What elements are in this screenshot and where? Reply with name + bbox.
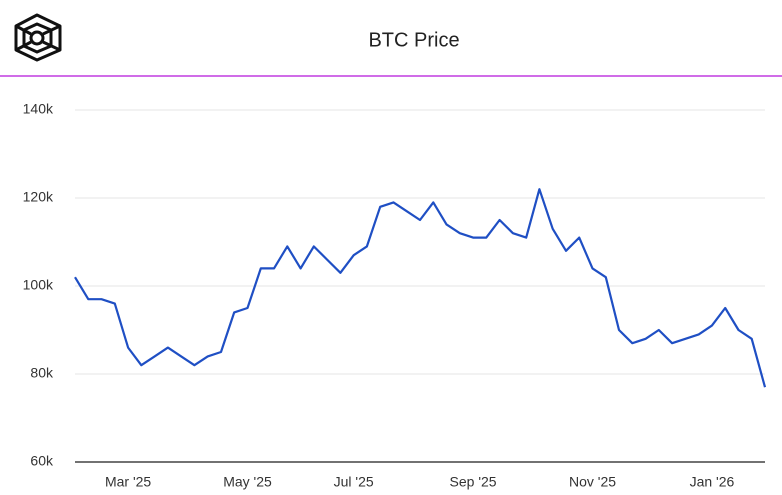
x-tick-label: Nov '25 [569,474,616,490]
x-tick-label: Jan '26 [690,474,735,490]
y-tick-label: 100k [23,277,54,293]
chart-title: BTC Price [368,29,459,51]
x-tick-label: Sep '25 [450,474,497,490]
x-tick-label: May '25 [223,474,272,490]
y-tick-label: 120k [23,189,54,205]
x-tick-label: Jul '25 [334,474,374,490]
logo [14,13,62,62]
y-tick-label: 140k [23,101,54,117]
y-tick-label: 60k [30,453,54,469]
y-tick-label: 80k [30,365,54,381]
x-tick-label: Mar '25 [105,474,151,490]
price-line [74,188,767,388]
